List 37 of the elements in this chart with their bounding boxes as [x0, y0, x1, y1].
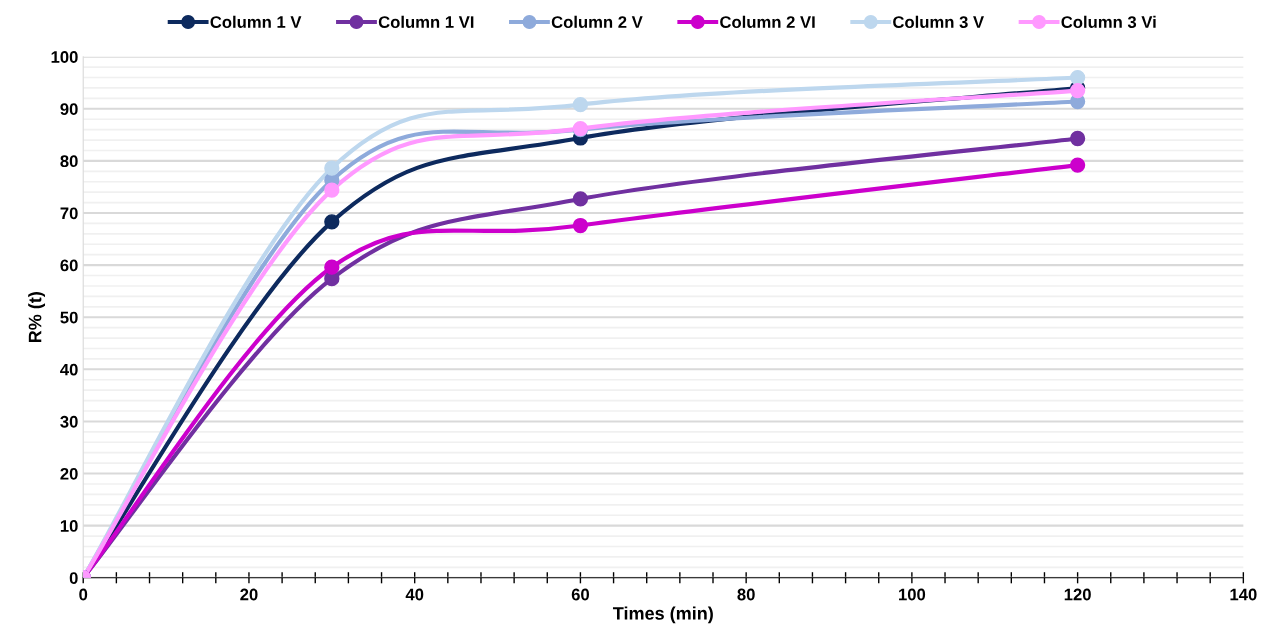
point	[324, 182, 340, 198]
point	[324, 160, 340, 176]
legend-label: Column 2 VI	[720, 15, 815, 28]
x-tick-label: 120	[1064, 588, 1091, 601]
point	[324, 214, 340, 230]
x-tick-label: 80	[737, 588, 755, 601]
point	[1069, 69, 1086, 86]
point	[1069, 157, 1086, 173]
y-tick-label: 100	[51, 51, 78, 63]
point	[1069, 130, 1086, 147]
y-tick-label: 10	[60, 520, 78, 532]
y-tick-label: 80	[60, 155, 78, 168]
point	[572, 217, 589, 234]
x-axis-title: Times (min)	[612, 606, 713, 624]
point	[572, 191, 589, 207]
legend-label: Column 3 V	[893, 15, 984, 28]
y-tick-label: 70	[60, 207, 78, 220]
y-tick-label: 40	[60, 363, 78, 376]
y-tick-label: 50	[60, 311, 78, 324]
x-tick-label: 100	[899, 588, 926, 601]
x-tick-label: 0	[79, 588, 88, 601]
legend-label: Column 1 VI	[378, 15, 474, 28]
legend-label: Column 3 Vi	[1061, 15, 1156, 28]
point	[572, 96, 589, 113]
y-axis-title: R% (t)	[28, 292, 45, 343]
y-tick-label: 30	[60, 415, 78, 428]
y-tick-label: 20	[60, 467, 78, 480]
x-tick-label: 60	[571, 588, 590, 601]
y-tick-label: 90	[60, 103, 78, 115]
point	[324, 259, 340, 275]
y-tick-label: 60	[60, 259, 78, 272]
legend-label: Column 1 V	[210, 15, 302, 28]
x-tick-label: 140	[1230, 588, 1257, 601]
y-tick-label: 0	[69, 572, 78, 584]
x-tick-label: 40	[405, 588, 424, 601]
x-tick-label: 20	[240, 588, 258, 601]
legend-label: Column 2 V	[551, 15, 643, 28]
